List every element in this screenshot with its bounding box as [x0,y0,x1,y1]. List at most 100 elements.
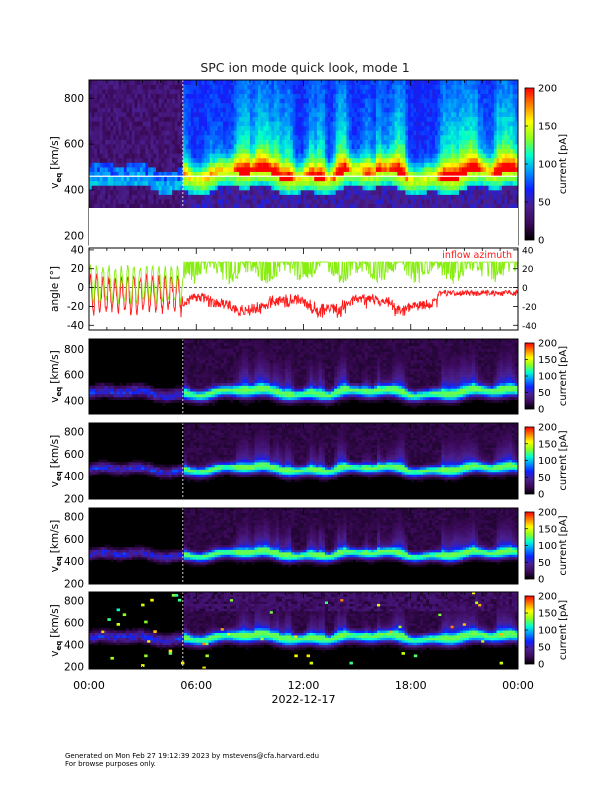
heatmap-cell [391,157,396,163]
heatmap-cell [295,157,299,163]
heatmap-cell [233,144,237,150]
heatmap-cell [99,93,103,99]
heatmap-cell [212,167,216,172]
heatmap-cell [456,203,460,209]
heatmap-cell [196,93,200,99]
heatmap-cell [91,93,95,99]
heatmap-cell [357,180,361,186]
heatmap-cell [383,130,388,136]
heatmap-cell [389,162,393,168]
heatmap-cell [410,144,414,150]
heatmap-cell [343,93,347,99]
heatmap-cell [228,116,232,122]
heatmap-cell [161,148,165,154]
heatmap-cell [389,203,393,209]
heatmap-cell [241,93,245,99]
heatmap-cell [424,116,428,122]
heatmap-cell [400,199,404,205]
heatmap-cell [217,121,221,127]
heatmap-cell [249,144,253,150]
heatmap-cell [185,93,189,99]
heatmap-cell [322,144,326,150]
heatmap-cell [287,180,291,186]
heatmap-cell [182,107,186,113]
heatmap-cell [97,176,101,182]
heatmap-cell [164,135,168,140]
heatmap-cell [180,116,184,122]
heatmap-cell [359,98,363,104]
heatmap-cell [303,98,307,104]
heatmap-cell [391,125,396,131]
heatmap-cell [153,102,157,108]
heatmap-cell [265,167,270,172]
heatmap-cell [231,107,235,113]
heatmap-cell [244,121,248,127]
heatmap-cell [129,98,133,104]
heatmap-cell [198,153,203,159]
heatmap-cell [400,107,404,113]
heatmap-cell [169,190,173,195]
heatmap-cell [255,203,259,209]
heatmap-cell [126,89,130,95]
heatmap-cell [268,167,272,172]
heatmap-cell [426,157,430,163]
heatmap-cell [311,157,315,163]
heatmap-cell [180,185,184,191]
heatmap-cell [233,185,237,191]
heatmap-cell [322,121,326,127]
heatmap-cell [252,153,256,159]
heatmap-cell [459,176,463,182]
heatmap-cell [241,139,245,145]
heatmap-cell [378,116,382,122]
heatmap-cell [378,130,382,136]
heatmap-cell [357,80,361,85]
heatmap-cell [330,162,334,168]
heatmap-cell [405,93,409,99]
heatmap-cell [440,80,444,85]
heatmap-cell [378,89,382,95]
heatmap-cell [378,167,382,172]
heatmap-cell [150,167,154,172]
heatmap-cell [343,125,347,131]
heatmap-cell [225,162,229,168]
heatmap-cell [257,176,261,182]
heatmap-cell [209,130,213,136]
heatmap-cell [206,84,211,90]
heatmap-cell [442,139,447,145]
heatmap-cell [383,194,388,200]
heatmap-cell [456,93,460,99]
heatmap-cell [370,176,374,182]
heatmap-cell [383,185,388,191]
heatmap-cell [110,171,114,177]
heatmap-cell [113,93,117,99]
heatmap-cell [437,203,441,209]
heatmap-cell [437,116,441,122]
heatmap-cell [153,190,157,195]
heatmap-cell [442,93,447,99]
heatmap-cell [341,157,345,163]
heatmap-cell [367,139,371,145]
heatmap-cell [239,176,243,182]
heatmap-cell [217,135,221,140]
heatmap-cell [319,194,323,200]
heatmap-cell [274,80,278,85]
heatmap-cell [416,157,420,163]
heatmap-cell [236,107,240,113]
heatmap-cell [351,162,355,168]
heatmap-cell [91,185,95,191]
heatmap-cell [150,125,154,131]
heatmap-cell [416,80,420,85]
heatmap-cell [196,199,200,205]
heatmap-cell [319,89,323,95]
heatmap-cell [257,112,261,117]
heatmap-cell [263,112,267,117]
heatmap-cell [282,144,286,150]
heatmap-cell [327,93,331,99]
heatmap-cell [357,190,361,195]
heatmap-cell [156,112,160,117]
heatmap-cell [236,125,240,131]
heatmap-cell [271,116,275,122]
heatmap-cell [341,130,345,136]
heatmap-cell [437,157,441,163]
